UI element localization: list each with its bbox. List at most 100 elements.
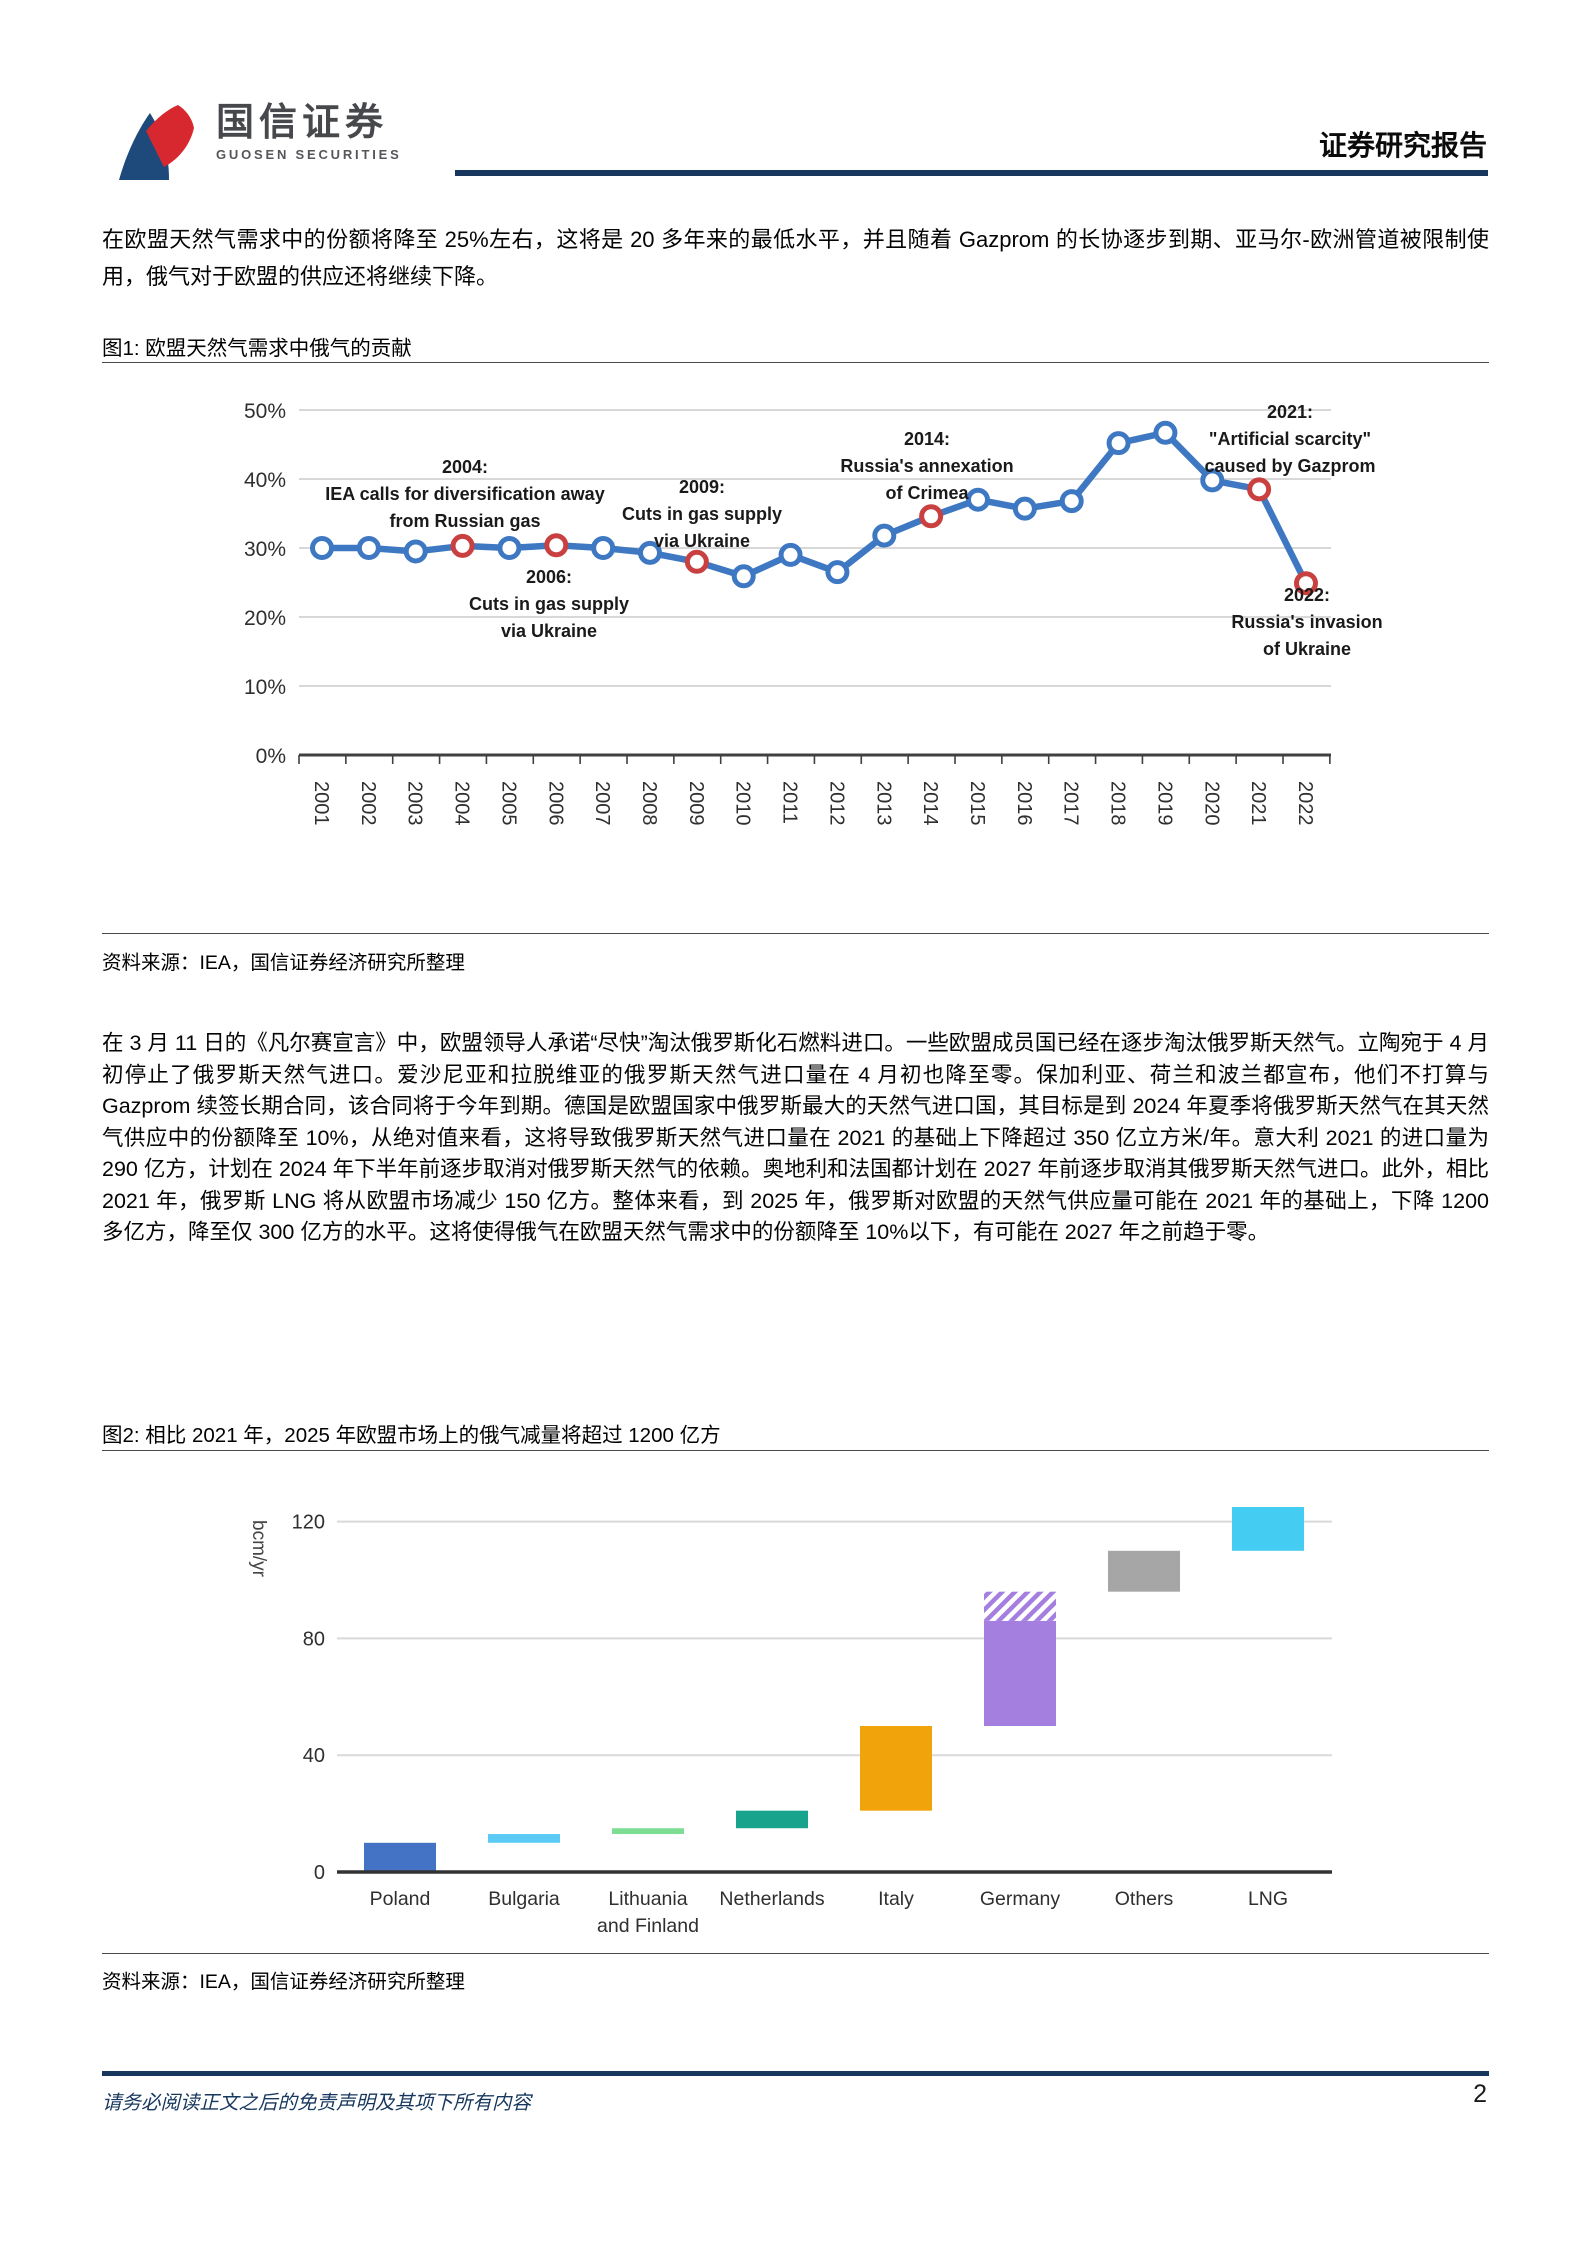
figure2-bottom-divider [102, 1953, 1489, 1954]
bar-lithuania-finland [612, 1828, 684, 1835]
logo-cn: 国信证券 [216, 102, 389, 144]
annotation-text: of Ukraine [1263, 639, 1351, 659]
data-marker-2009 [684, 549, 709, 574]
data-marker-2022 [1293, 571, 1318, 596]
y-tick-label: 20% [244, 607, 286, 630]
x-tick-label-2012: 2012 [825, 781, 847, 826]
x-tick-label-lithuania-finland: and Finland [597, 1915, 699, 1937]
x-tick-label-2002: 2002 [357, 781, 379, 826]
data-marker-2012 [825, 560, 850, 585]
y-tick-label: 120 [292, 1512, 325, 1534]
annotation-text: from Russian gas [389, 511, 540, 531]
x-tick-label-lithuania-finland: Lithuania [608, 1888, 687, 1910]
data-marker-2021 [1247, 477, 1272, 502]
x-tick-label-2006: 2006 [544, 781, 566, 826]
x-tick-label-2014: 2014 [919, 781, 941, 826]
y-axis-title: bcm/yr [248, 1520, 269, 1578]
annotation-text: via Ukraine [501, 621, 597, 641]
report-type-label: 证券研究报告 [1318, 130, 1487, 161]
data-marker-2008 [637, 540, 662, 565]
figure1-top-divider [102, 362, 1489, 363]
bar-bulgaria [488, 1834, 560, 1843]
annotation-text: Cuts in gas supply [622, 504, 782, 524]
x-tick-label-2011: 2011 [779, 781, 801, 824]
x-tick-label-2001: 2001 [310, 781, 332, 826]
x-tick-label-2021: 2021 [1247, 781, 1269, 826]
bar-germany [984, 1620, 1056, 1726]
x-tick-label-2020: 2020 [1200, 781, 1222, 826]
x-tick-label-others: Others [1115, 1888, 1174, 1910]
annotation-text: "Artificial scarcity" [1209, 429, 1371, 449]
y-tick-label: 10% [244, 676, 286, 699]
logo-en: GUOSEN SECURITIES [216, 146, 402, 162]
x-tick-label-2008: 2008 [638, 781, 660, 826]
data-marker-2016 [1012, 496, 1037, 521]
annotation-text: Russia's invasion [1231, 612, 1382, 632]
annotation-text: Russia's annexation [840, 456, 1013, 476]
y-tick-label: 0 [314, 1862, 325, 1884]
annotation-text: 2021: [1267, 402, 1313, 422]
y-tick-label: 80 [303, 1628, 325, 1650]
annotation-text: 2006: [526, 567, 572, 587]
x-tick-label-2022: 2022 [1294, 781, 1316, 826]
x-tick-label-netherlands: Netherlands [719, 1888, 824, 1910]
x-tick-label-germany: Germany [980, 1888, 1060, 1910]
x-tick-label-bulgaria: Bulgaria [488, 1888, 560, 1910]
company-logo: 国信证券 GUOSEN SECURITIES [113, 102, 402, 182]
annotation-text: caused by Gazprom [1204, 456, 1375, 476]
data-marker-2001 [310, 536, 334, 560]
x-tick-label-2018: 2018 [1107, 781, 1129, 826]
y-tick-label: 0% [256, 745, 286, 768]
annotation-text: 2022: [1284, 585, 1330, 605]
footer-divider [102, 2071, 1489, 2076]
annotation-text: IEA calls for diversification away [325, 484, 604, 504]
data-marker-2014 [919, 504, 944, 529]
annotation-text: 2009: [679, 477, 725, 497]
data-marker-2010 [731, 564, 756, 589]
paragraph-1: 在欧盟天然气需求中的份额将降至 25%左右，这将是 20 多年来的最低水平，并且… [102, 227, 1489, 289]
x-tick-label-2003: 2003 [404, 781, 426, 826]
page-number: 2 [1473, 2080, 1487, 2108]
x-tick-label-2019: 2019 [1153, 781, 1175, 826]
x-tick-label-2015: 2015 [966, 781, 988, 826]
footer-disclaimer: 请务必阅读正文之后的免责声明及其项下所有内容 [102, 2092, 532, 2114]
data-marker-2019 [1153, 420, 1178, 445]
data-marker-2003 [403, 539, 428, 564]
guosen-logo-icon [119, 105, 194, 180]
annotation-text: 2004: [442, 457, 488, 477]
x-tick-label-2009: 2009 [685, 781, 707, 826]
x-tick-label-2010: 2010 [732, 781, 754, 826]
annotation-text: Cuts in gas supply [469, 594, 629, 614]
data-marker-2002 [356, 536, 381, 560]
y-tick-label: 50% [244, 400, 286, 423]
annotation-text: of Crimea [885, 483, 969, 503]
annotation-text: 2014: [904, 429, 950, 449]
data-marker-2011 [778, 542, 803, 567]
figure2-source: 资料来源：IEA，国信证券经济研究所整理 [102, 1971, 465, 1993]
figure1-source: 资料来源：IEA，国信证券经济研究所整理 [102, 952, 465, 974]
annotation-text: via Ukraine [654, 531, 750, 551]
x-tick-label-2016: 2016 [1013, 781, 1035, 826]
data-marker-2006 [544, 533, 569, 558]
y-tick-label: 30% [244, 538, 286, 561]
line-series [318, 429, 1310, 587]
figure1-bottom-divider [102, 933, 1489, 934]
russian-gas-reduction-svg: 0 40 80 120 bcm/yr Poland Bulgaria Lithuania and… [248, 1507, 1332, 1937]
figure2-waterfall-chart: 0 40 80 120 bcm/yr Poland Bulgaria Lithuania and… [187, 1462, 1487, 1962]
figure1-line-chart: 0% 10% 20% 30% 40% 50% 2001 2002 2003 2004 2005 200… [187, 373, 1487, 933]
figure2-top-divider [102, 1450, 1489, 1451]
paragraph-2: 在 3 月 11 日的《凡尔赛宣言》中，欧盟领导人承诺“尽快”淘汰俄罗斯化石燃料… [102, 1031, 1489, 1244]
data-marker-2004 [450, 533, 475, 558]
bar-germany-hatched [984, 1591, 1056, 1621]
x-tick-label-lng: LNG [1248, 1888, 1288, 1910]
bar-others [1108, 1550, 1180, 1592]
x-tick-label-2017: 2017 [1060, 781, 1082, 826]
bar-lng [1232, 1507, 1304, 1551]
data-marker-2013 [872, 523, 897, 548]
figure1-caption: 图1: 欧盟天然气需求中俄气的贡献 [102, 337, 412, 360]
eu-russian-gas-share-svg: 0% 10% 20% 30% 40% 50% 2001 2002 2003 2004 2005 200… [244, 400, 1383, 826]
header-divider [455, 170, 1488, 176]
x-tick-label-2007: 2007 [591, 781, 613, 826]
y-tick-label: 40% [244, 469, 286, 492]
x-tick-label-2005: 2005 [497, 781, 519, 826]
